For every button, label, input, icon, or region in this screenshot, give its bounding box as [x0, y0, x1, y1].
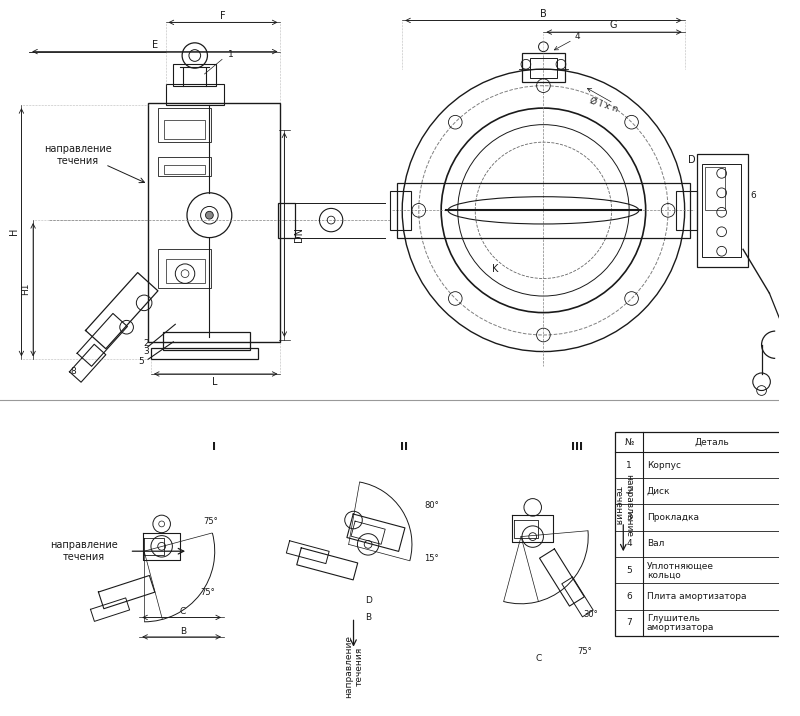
Text: D: D	[687, 155, 695, 165]
Text: DN: DN	[294, 227, 304, 242]
Text: направление
течения: направление течения	[44, 144, 112, 165]
Text: B: B	[180, 626, 186, 636]
Bar	[615, 432, 781, 636]
Text: №: №	[625, 437, 634, 447]
Text: 80°: 80°	[424, 501, 439, 510]
Text: 30°: 30°	[584, 610, 598, 619]
Text: II: II	[400, 442, 408, 452]
Bar	[158, 249, 211, 289]
Bar	[522, 52, 565, 82]
Text: кольцо: кольцо	[646, 571, 681, 579]
Text: Уплотняющее: Уплотняющее	[646, 562, 714, 571]
Text: 1: 1	[626, 460, 632, 470]
Text: 3: 3	[143, 347, 149, 356]
Text: 5: 5	[138, 357, 144, 366]
Text: 15°: 15°	[424, 554, 438, 563]
Bar	[162, 332, 250, 349]
Text: Корпус: Корпус	[646, 460, 681, 470]
Text: E: E	[152, 40, 158, 50]
Text: Глушитель: Глушитель	[646, 614, 699, 624]
Text: Деталь: Деталь	[694, 437, 730, 447]
Text: F: F	[220, 11, 226, 21]
Text: H: H	[9, 228, 18, 236]
Text: 8: 8	[70, 367, 76, 375]
Bar	[705, 168, 725, 211]
Text: 3: 3	[626, 513, 632, 522]
Text: Ø l x n: Ø l x n	[589, 97, 619, 114]
Text: 4: 4	[574, 32, 580, 42]
Bar	[676, 191, 698, 230]
Bar	[398, 183, 690, 238]
Text: 6: 6	[750, 191, 756, 200]
Text: 75°: 75°	[577, 647, 592, 656]
Text: 6: 6	[626, 592, 632, 601]
Bar	[390, 191, 411, 230]
Bar	[158, 108, 211, 142]
Text: Прокладка: Прокладка	[646, 513, 698, 522]
Text: 1: 1	[228, 50, 234, 59]
Bar	[702, 163, 741, 257]
Bar	[174, 64, 216, 86]
Text: 7: 7	[626, 619, 632, 627]
Text: направление
течения: направление течения	[50, 541, 118, 562]
Text: C: C	[180, 607, 186, 616]
Text: 2: 2	[143, 339, 149, 348]
Text: I: I	[212, 442, 216, 452]
Text: амортизатора: амортизатора	[646, 623, 714, 632]
Text: Вал: Вал	[646, 539, 664, 548]
Bar	[530, 59, 557, 78]
Text: C: C	[535, 654, 542, 663]
Text: B: B	[540, 9, 547, 19]
Bar	[278, 203, 295, 238]
Bar	[164, 120, 205, 139]
Bar	[148, 103, 279, 342]
Text: 75°: 75°	[203, 518, 218, 526]
Bar	[166, 84, 224, 105]
Bar	[164, 165, 205, 174]
Text: Плита амортизатора: Плита амортизатора	[646, 592, 746, 601]
Bar	[158, 157, 211, 176]
Circle shape	[206, 211, 214, 219]
Text: 4: 4	[626, 539, 632, 548]
Text: L: L	[213, 377, 218, 387]
Bar	[698, 154, 748, 267]
Text: D: D	[365, 596, 371, 605]
Text: 75°: 75°	[200, 588, 215, 596]
Text: 5: 5	[626, 566, 632, 575]
Bar	[166, 259, 205, 284]
Text: G: G	[610, 20, 618, 30]
Text: Диск: Диск	[646, 487, 670, 495]
Text: III: III	[570, 442, 582, 452]
Text: B: B	[365, 613, 371, 622]
Bar	[151, 348, 258, 359]
Text: направление
течения: направление течения	[344, 634, 363, 697]
Text: K: K	[491, 263, 498, 274]
Text: H1: H1	[21, 283, 30, 296]
Text: 2: 2	[626, 487, 632, 495]
Text: направление
течения: направление течения	[614, 474, 633, 537]
